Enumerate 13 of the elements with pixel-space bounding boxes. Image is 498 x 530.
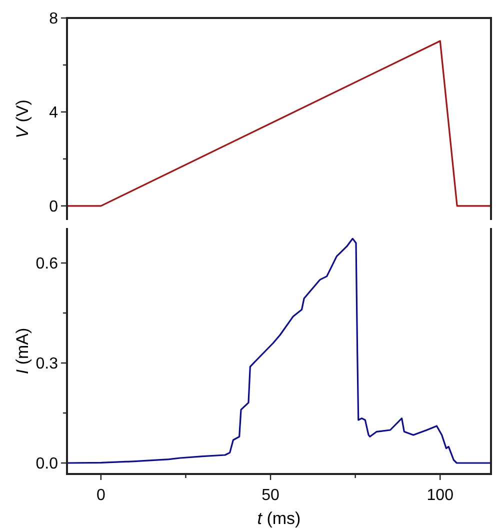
x-tick-label: 50 (262, 487, 280, 504)
y-axis-title: V (V) (13, 100, 32, 138)
y-tick-label: 8 (49, 10, 58, 28)
y-axis-title: I (mA) (13, 328, 32, 374)
y-tick-label: 0.3 (36, 356, 58, 373)
y-tick-label: 0.0 (36, 456, 58, 473)
x-axis-title: t (ms) (257, 509, 301, 528)
y-tick-label: 0.6 (36, 256, 58, 273)
x-tick-label: 0 (96, 487, 106, 504)
line-series (66, 238, 492, 464)
x-tick-label: 100 (426, 487, 454, 504)
y-tick-label: 4 (49, 104, 58, 122)
y-tick-label: 0 (49, 198, 58, 216)
